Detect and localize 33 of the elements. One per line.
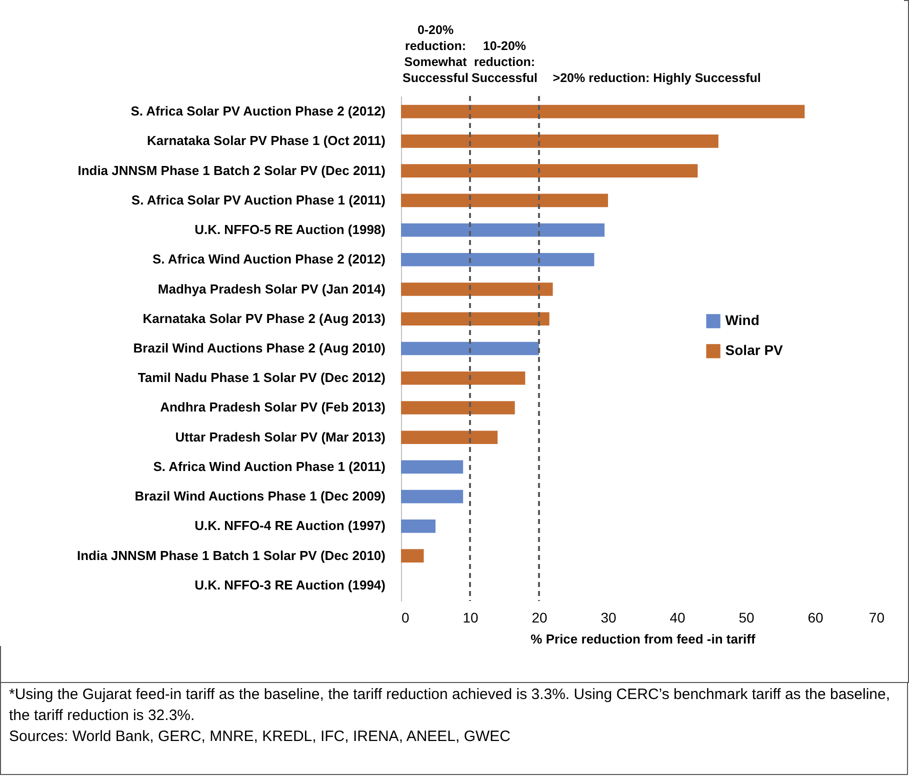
y-tick-label: Brazil Wind Auctions Phase 2 (Aug 2010)	[133, 340, 386, 356]
y-tick-label: Uttar Pradesh Solar PV (Mar 2013)	[175, 429, 386, 444]
text: 0-20% reduction: Somewhat Successful	[402, 23, 469, 85]
y-tick-label: India JNNSM Phase 1 Batch 1 Solar PV (Dec 2010)	[76, 548, 386, 563]
legend-label: Solar PV	[725, 342, 784, 358]
x-tick-label: 0	[402, 610, 410, 626]
y-tick-label: S. Africa Solar PV Auction Phase 2 (2012)	[130, 104, 386, 119]
x-tick-label: 20	[532, 610, 548, 626]
x-axis-title: % Price reduction from feed -in tariff	[530, 632, 756, 646]
legend-label: Wind	[725, 312, 760, 328]
y-tick-label: S. Africa Wind Auction Phase 2 (2012)	[152, 252, 386, 267]
text: 10-20% reduction: Successful	[471, 39, 538, 85]
source-note: Sources: World Bank, GERC, MNRE, KREDL, IFC, IRENA, ANEEL, GWEC	[9, 727, 512, 747]
x-tick-label: 70	[868, 610, 885, 626]
y-tick-label: Brazil Wind Auctions Phase 1 (Dec 2009)	[134, 488, 386, 504]
x-tick-label: 30	[600, 610, 616, 626]
y-tick-label: U.K. NFFO-4 RE Auction (1997)	[194, 518, 386, 534]
x-tick-label: 50	[738, 610, 754, 626]
y-tick-label: Karnataka Solar PV Phase 1 (Oct 2011)	[147, 133, 386, 148]
text: *Using the Gujarat feed-in tariff as the baseline, the tariff reduction achieved is 3.3%. Using CERC’s benchmark tariff as the baseline, the tariff reduction is 32.3%.	[9, 685, 892, 726]
y-tick-label: U.K. NFFO-3 RE Auction (1994)	[194, 577, 386, 592]
x-tick-label: 60	[808, 610, 824, 626]
y-tick-label: Karnataka Solar PV Phase 2 (Aug 2013)	[142, 310, 386, 326]
y-tick-label: S. Africa Solar PV Auction Phase 1 (2011)	[131, 192, 386, 208]
y-tick-label: U.K. NFFO-5 RE Auction (1998)	[194, 222, 386, 238]
y-tick-label: S. Africa Wind Auction Phase 1 (2011)	[153, 458, 386, 474]
text: >20% reduction: Highly Successful	[552, 71, 761, 85]
y-tick-label: Andhra Pradesh Solar PV (Feb 2013)	[160, 400, 386, 415]
x-tick-label: 10	[462, 610, 478, 626]
y-tick-label: India JNNSM Phase 1 Batch 2 Solar PV (Dec 2011)	[78, 162, 386, 178]
y-tick-label: Madhya Pradesh Solar PV (Jan 2014)	[158, 281, 386, 296]
y-tick-label: Tamil Nadu Phase 1 Solar PV (Dec 2012)	[138, 370, 386, 386]
x-tick-label: 40	[670, 610, 686, 626]
